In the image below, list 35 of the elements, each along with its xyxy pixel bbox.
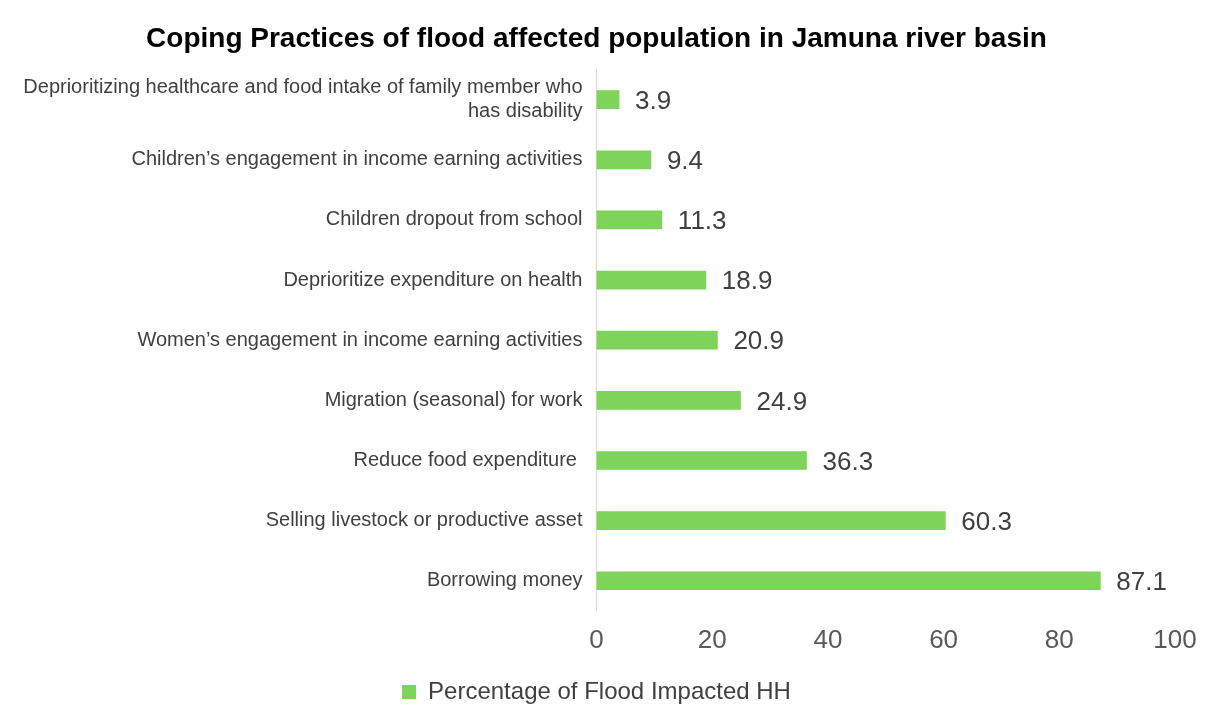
x-tick-label: 80 — [1044, 623, 1074, 654]
y-tick-label: Borrowing money — [426, 568, 583, 591]
data-label: 3.9 — [635, 84, 672, 115]
data-label: 18.9 — [721, 265, 773, 296]
bar — [596, 330, 718, 350]
y-tick-label: Selling livestock or productive asset — [265, 508, 583, 531]
y-tick-label: Deprioritizing healthcare and food intake of family member who has disability — [23, 75, 583, 122]
x-tick-label: 0 — [589, 623, 604, 654]
x-tick-label: 60 — [929, 623, 959, 654]
bar — [596, 451, 807, 470]
bar — [596, 270, 707, 290]
bar — [596, 150, 652, 170]
legend-label: Percentage of Flood Impacted HH — [428, 676, 791, 704]
data-label: 20.9 — [733, 325, 785, 356]
y-tick-label: Deprioritize expenditure on health — [283, 267, 583, 290]
x-tick-label: 40 — [813, 623, 843, 654]
bar — [596, 90, 620, 109]
x-tick-label: 20 — [697, 623, 727, 654]
data-label: 9.4 — [666, 144, 704, 175]
y-tick-label: Reduce food expenditure — [353, 447, 583, 470]
bar — [596, 511, 946, 530]
data-label: 87.1 — [1116, 565, 1167, 596]
y-tick-label: Children’s engagement in income earning activities — [131, 147, 583, 170]
y-tick-label: Children dropout from school — [325, 207, 583, 230]
bar — [596, 571, 1101, 591]
data-label: 24.9 — [756, 385, 808, 416]
y-tick-label: Migration (seasonal) for work — [324, 387, 584, 410]
bar — [596, 391, 741, 410]
bar — [596, 210, 663, 230]
data-label: 36.3 — [822, 445, 874, 476]
chart-title: Coping Practices of flood affected population in Jamuna river basin — [146, 21, 1047, 53]
y-tick-label: Women’s engagement in income earning activities — [137, 327, 583, 350]
x-tick-label: 100 — [1153, 623, 1197, 654]
data-label: 11.3 — [677, 205, 727, 236]
data-label: 60.3 — [961, 505, 1012, 536]
